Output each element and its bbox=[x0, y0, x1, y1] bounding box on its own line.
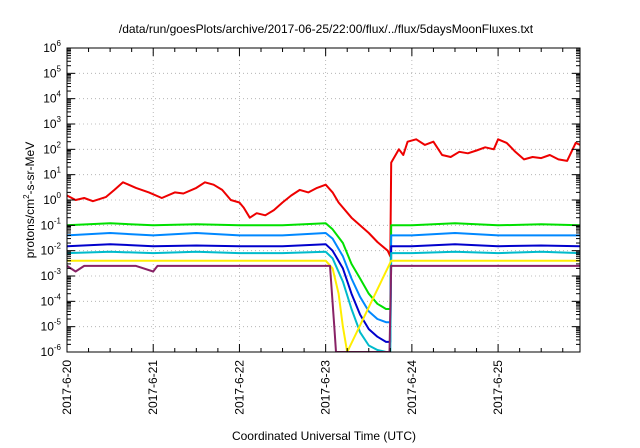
y-tick-label: 10-2 bbox=[41, 242, 62, 258]
x-tick-label: 2017-6-23 bbox=[319, 360, 333, 415]
x-tick-label: 2017-6-21 bbox=[146, 360, 160, 415]
series-line-1 bbox=[67, 138, 580, 258]
series-line-2 bbox=[67, 222, 580, 310]
chart-title: /data/run/goesPlots/archive/2017-06-25/2… bbox=[119, 22, 534, 36]
y-tick-labels: 10-6 10-5 10-4 10-3 10-2 10-1 100 101 102 103 104 1… bbox=[41, 39, 62, 359]
y-tick-label: 101 bbox=[43, 166, 61, 182]
series-group bbox=[67, 138, 580, 352]
y-tick-label: 10-1 bbox=[41, 216, 62, 232]
series-line-7 bbox=[67, 264, 580, 352]
x-tick-label: 2017-6-20 bbox=[60, 360, 74, 415]
y-tick-label: 104 bbox=[43, 90, 61, 106]
y-tick-label: 10-4 bbox=[41, 292, 62, 308]
y-tick-label: 10-3 bbox=[41, 267, 62, 283]
y-tick-label: 10-6 bbox=[41, 343, 62, 359]
y-tick-label: 106 bbox=[43, 39, 61, 55]
x-tick-label: 2017-6-24 bbox=[405, 360, 419, 415]
ticks bbox=[66, 47, 580, 353]
series-line-3 bbox=[67, 232, 580, 324]
x-tick-label: 2017-6-22 bbox=[232, 360, 246, 415]
y-axis-label: protons/cm2-s-sr-MeV bbox=[22, 142, 37, 258]
x-tick-label: 2017-6-25 bbox=[491, 360, 505, 415]
x-tick-labels: 2017-6-20 2017-6-21 2017-6-22 2017-6-23 2017… bbox=[60, 360, 505, 415]
y-tick-label: 105 bbox=[43, 64, 61, 80]
y-tick-label: 102 bbox=[43, 140, 61, 156]
series-line-4 bbox=[67, 243, 580, 343]
series-line-5 bbox=[67, 250, 580, 352]
y-tick-label: 100 bbox=[43, 191, 61, 207]
series-line-6 bbox=[67, 259, 580, 352]
y-tick-label: 103 bbox=[43, 115, 61, 131]
x-axis-label: Coordinated Universal Time (UTC) bbox=[232, 429, 416, 443]
y-tick-label: 10-5 bbox=[41, 318, 62, 334]
